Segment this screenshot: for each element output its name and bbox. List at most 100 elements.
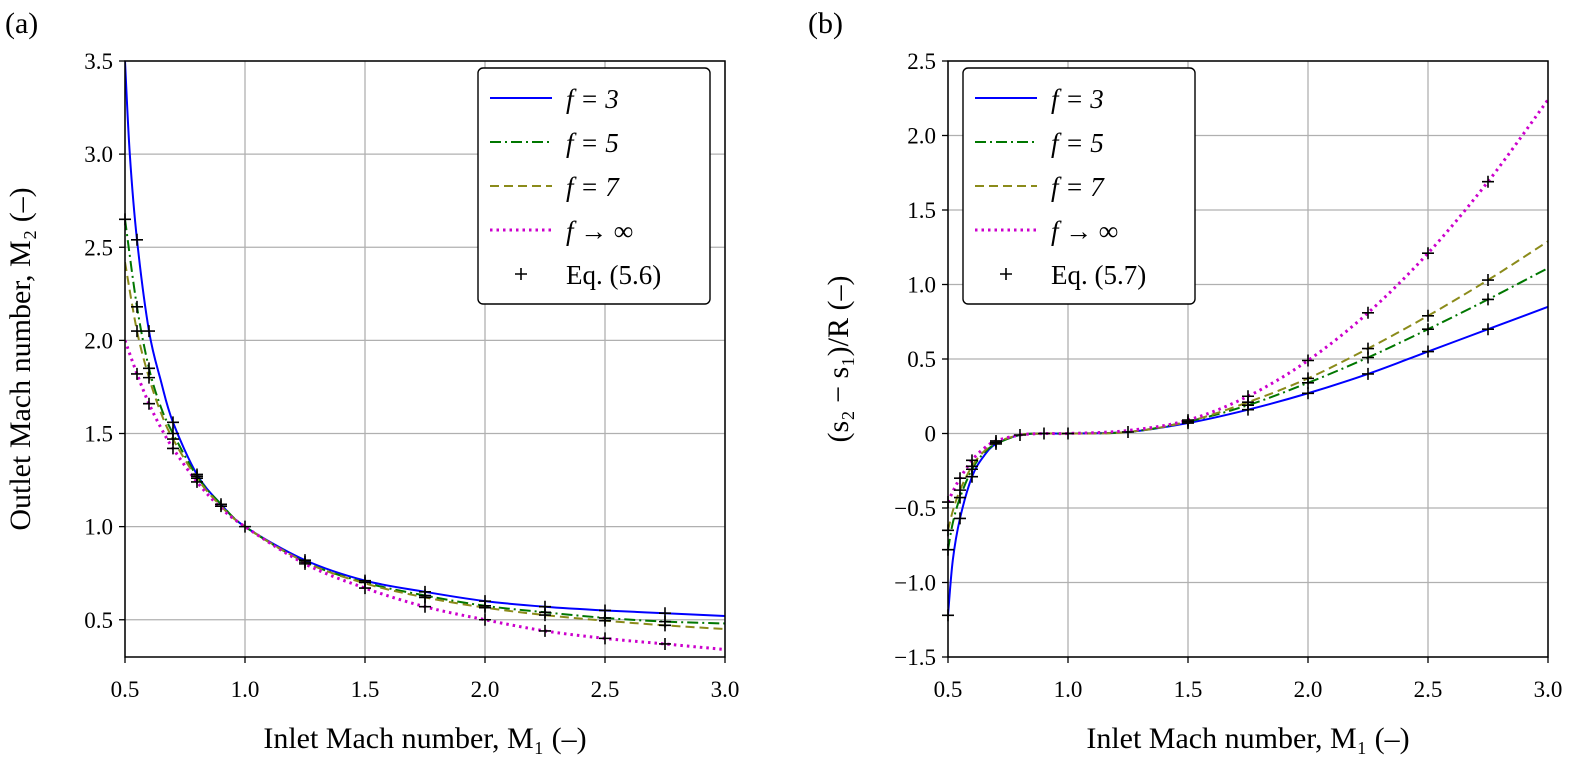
panel-a-label: (a): [5, 7, 38, 40]
panel-a-x-axis-label: Inlet Mach number, M₁ (–): [263, 722, 586, 755]
series-line-2: [948, 240, 1548, 531]
marker-point: [359, 582, 371, 595]
marker-point: [419, 600, 431, 613]
marker-point: [215, 500, 227, 513]
marker-point: [131, 367, 143, 380]
panel-b-x-axis-label: Inlet Mach number, M₁ (–): [1086, 722, 1409, 755]
legend-label: f = 3: [1051, 84, 1104, 114]
marker-point: [954, 484, 966, 497]
y-tick-label: 3.5: [84, 49, 113, 74]
y-tick-label: 0: [925, 422, 937, 447]
marker-point: [1422, 247, 1434, 260]
panel-a-x-ticks: 0.5 1.0 1.5 2.0 2.5 3.0: [111, 657, 740, 702]
marker-point: [167, 416, 179, 429]
panel-a-y-axis-label: Outlet Mach number, M₂ (–): [4, 187, 37, 530]
marker-point: [1482, 323, 1494, 336]
panel-b: (b) 0.5 1.0 1.5 2.0 2.5 3.0 −1.5 −1.0 −0.5 0 0.5 1…: [808, 7, 1562, 755]
marker-point: [479, 601, 491, 614]
panel-a-series: [125, 61, 725, 652]
panel-b-y-axis-label: (s₂ − s₁)/R (–): [822, 276, 855, 443]
marker-point: [1422, 345, 1434, 358]
marker-point: [1302, 372, 1314, 385]
x-tick-label: 1.5: [351, 677, 380, 702]
panel-a-frame: [124, 60, 726, 658]
marker-point: [1362, 367, 1374, 380]
legend-box: [477, 67, 711, 305]
marker-point: [1062, 427, 1074, 440]
panel-b-legend: f = 3 f = 5 f = 7 f → ∞ Eq. (5.7): [962, 67, 1196, 305]
x-tick-label: 2.5: [1414, 677, 1443, 702]
marker-point: [131, 325, 143, 338]
marker-point: [143, 397, 155, 410]
y-tick-label: 2.0: [907, 124, 936, 149]
marker-point: [299, 557, 311, 570]
legend-label: Eq. (5.7): [1051, 260, 1146, 290]
marker-point: [1038, 427, 1050, 440]
marker-point: [1362, 306, 1374, 319]
marker-point: [239, 520, 251, 533]
x-tick-label: 2.0: [1294, 677, 1323, 702]
marker-point: [1302, 387, 1314, 400]
marker-point: [954, 472, 966, 485]
marker-point: [1482, 274, 1494, 287]
marker-point: [1482, 293, 1494, 306]
y-tick-label: 1.0: [84, 515, 113, 540]
marker-point: [131, 300, 143, 313]
y-tick-label: 2.5: [907, 49, 936, 74]
marker-point: [1362, 342, 1374, 355]
series-line-0: [948, 305, 1548, 616]
marker-point: [1422, 323, 1434, 336]
marker-point: [1242, 390, 1254, 403]
series-line-1: [948, 267, 1548, 550]
marker-point: [659, 619, 671, 632]
legend-label: Eq. (5.6): [566, 260, 661, 290]
panel-b-y-ticks: −1.5 −1.0 −0.5 0 0.5 1.0 1.5 2.0 2.5: [894, 49, 948, 670]
legend-marker: [515, 268, 527, 280]
marker-point: [539, 624, 551, 637]
y-tick-label: 2.5: [84, 235, 113, 260]
marker-point: [479, 613, 491, 626]
marker-point: [599, 614, 611, 627]
y-tick-label: −0.5: [894, 496, 936, 521]
marker-point: [1482, 175, 1494, 188]
marker-point: [143, 325, 155, 338]
marker-point: [1014, 428, 1026, 441]
legend-label: f = 7: [566, 172, 620, 202]
legend-label: f → ∞: [566, 216, 633, 246]
marker-point: [1182, 414, 1194, 427]
y-tick-label: −1.5: [894, 645, 936, 670]
panel-a-markers: [119, 213, 671, 650]
y-tick-label: −1.0: [894, 571, 936, 596]
x-tick-label: 3.0: [1534, 677, 1563, 702]
panel-a: (a) 0.5 1.0 1.5 2.0 2.5 3.0 0.5 1.0 1.5 2.0 2.5 3.…: [4, 7, 739, 755]
legend-label: f = 7: [1051, 172, 1105, 202]
panel-b-x-ticks: 0.5 1.0 1.5 2.0 2.5 3.0: [934, 657, 1563, 702]
marker-point: [966, 454, 978, 467]
y-tick-label: 2.0: [84, 328, 113, 353]
y-tick-label: 0.5: [907, 347, 936, 372]
marker-point: [539, 609, 551, 622]
legend-box: [962, 67, 1196, 305]
legend-label: f = 5: [566, 128, 619, 158]
marker-point: [167, 442, 179, 455]
marker-point: [1122, 426, 1134, 439]
x-tick-label: 1.0: [231, 677, 260, 702]
x-tick-label: 0.5: [934, 677, 963, 702]
legend-label: f = 5: [1051, 128, 1104, 158]
marker-point: [191, 475, 203, 488]
legend-label: f = 3: [566, 84, 619, 114]
marker-point: [131, 233, 143, 246]
marker-point: [990, 434, 1002, 447]
series-line-3: [948, 98, 1548, 503]
x-tick-label: 1.5: [1174, 677, 1203, 702]
marker-point: [599, 632, 611, 645]
x-tick-label: 3.0: [711, 677, 740, 702]
marker-point: [954, 512, 966, 525]
panel-a-legend: f = 3 f = 5 f = 7 f → ∞ Eq. (5.6): [477, 67, 711, 305]
y-tick-label: 1.0: [907, 273, 936, 298]
x-tick-label: 1.0: [1054, 677, 1083, 702]
panel-a-y-ticks: 0.5 1.0 1.5 2.0 2.5 3.0 3.5: [84, 49, 125, 633]
marker-point: [1302, 354, 1314, 367]
y-tick-label: 1.5: [907, 198, 936, 223]
